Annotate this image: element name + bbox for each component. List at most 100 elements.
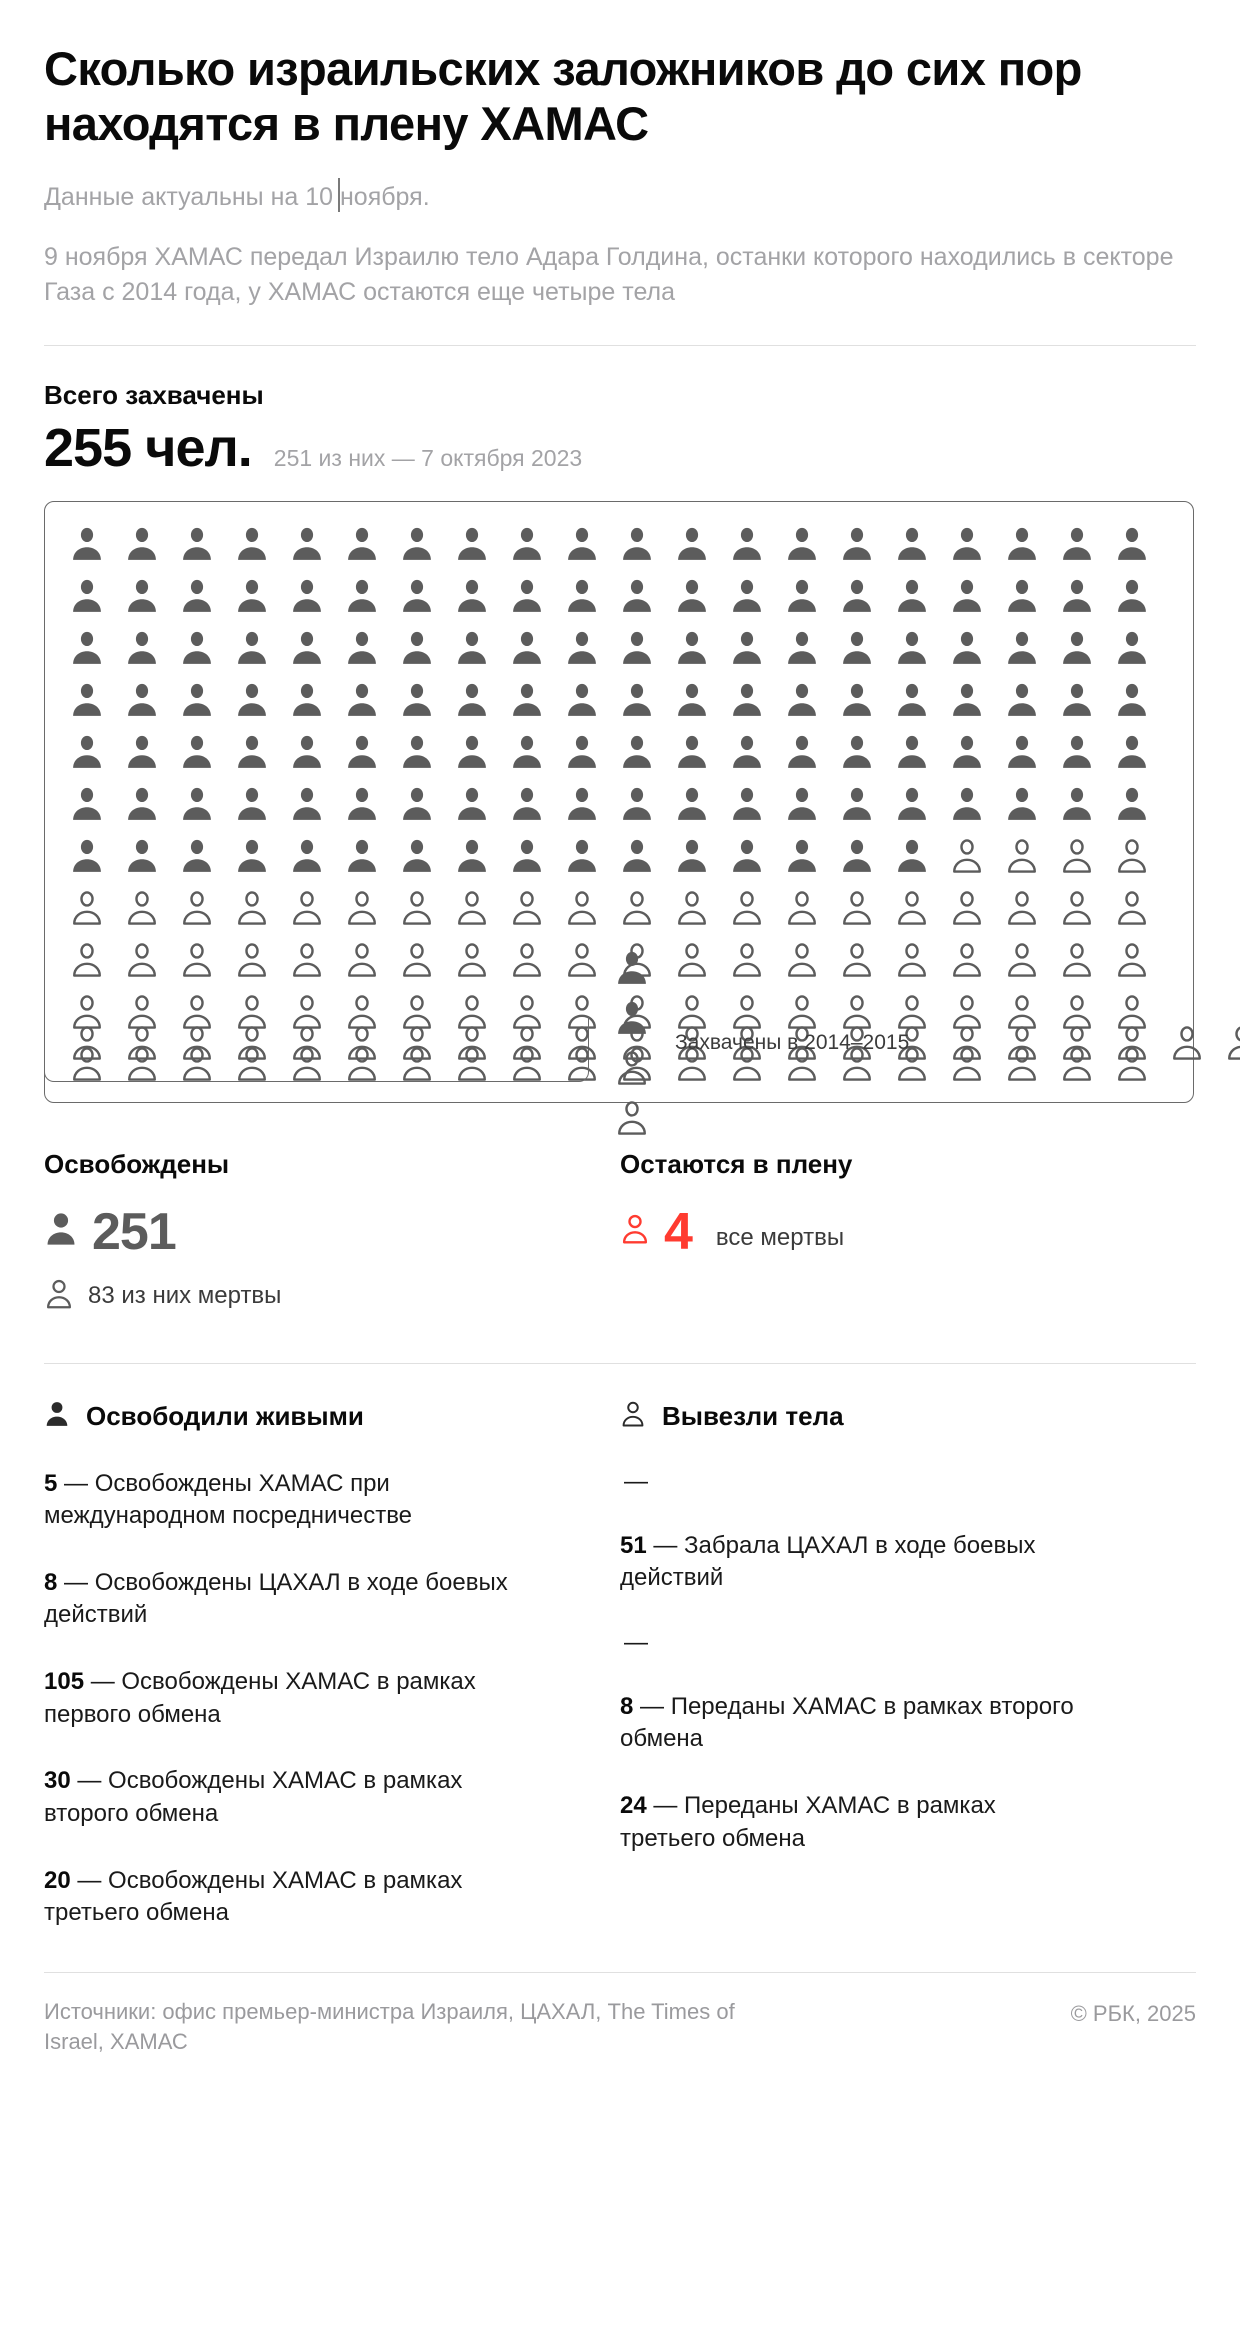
person-filled-icon (44, 1209, 78, 1254)
person-filled-icon (609, 779, 664, 829)
person-outline-icon (620, 1398, 646, 1435)
person-filled-icon (719, 675, 774, 725)
breakdown-item-number: 5 (44, 1469, 58, 1497)
person-filled-icon (169, 779, 224, 829)
person-outline-icon (939, 987, 994, 1037)
breakdown-item: 24 — Переданы ХАМАС в рамках третьего об… (620, 1790, 1090, 1855)
person-filled-icon (1104, 727, 1159, 777)
person-outline-icon (719, 987, 774, 1037)
person-filled-icon (719, 831, 774, 881)
person-outline-icon (939, 935, 994, 985)
person-outline-icon (224, 883, 279, 933)
person-outline-icon (169, 883, 224, 933)
person-filled-icon (609, 727, 664, 777)
person-filled-icon (719, 623, 774, 673)
breakdown-item-number: 30 (44, 1767, 71, 1795)
person-outline-icon (994, 987, 1049, 1037)
person-filled-icon (939, 727, 994, 777)
person-filled-icon (994, 727, 1049, 777)
person-filled-icon (939, 779, 994, 829)
breakdown-left-head: Освободили живыми (44, 1400, 620, 1434)
person-outline-icon (334, 1039, 389, 1089)
pictogram-row (59, 726, 1179, 778)
pictogram: Захвачены в 2014–2015 (44, 500, 1240, 1135)
person-outline-icon (604, 1093, 659, 1143)
person-outline-icon (444, 935, 499, 985)
person-filled-icon (444, 727, 499, 777)
person-filled-icon (279, 571, 334, 621)
person-filled-icon (884, 623, 939, 673)
person-filled-icon (59, 623, 114, 673)
person-filled-icon (609, 519, 664, 569)
person-filled-icon (169, 519, 224, 569)
person-filled-icon (224, 727, 279, 777)
person-outline-icon (114, 935, 169, 985)
breakdown-item: 8 — Освобождены ЦАХАЛ в ходе боевых дейс… (44, 1567, 514, 1632)
callout-tick (338, 178, 340, 212)
totals-row: 255 чел. 251 из них — 7 октября 2023 (44, 417, 1196, 479)
person-outline-icon (604, 1043, 659, 1093)
person-outline-icon (224, 1039, 279, 1089)
person-outline-icon (554, 1018, 609, 1068)
person-outline-icon (829, 935, 884, 985)
breakdown-item-text: — Освобождены ХАМАС в рамках третьего об… (44, 1866, 463, 1927)
person-outline-icon (224, 987, 279, 1037)
person-outline-icon (829, 883, 884, 933)
person-outline-icon (389, 935, 444, 985)
person-filled-icon (774, 779, 829, 829)
person-outline-icon (224, 1018, 279, 1068)
person-filled-icon (389, 779, 444, 829)
person-outline-icon (389, 1018, 444, 1068)
person-filled-icon (884, 779, 939, 829)
person-outline-icon (939, 883, 994, 933)
person-filled-icon (499, 831, 554, 881)
person-filled-icon (1049, 675, 1104, 725)
stat-captive-main: 4 все мертвы (620, 1206, 1196, 1258)
breakdown-right-items: — 51 — Забрала ЦАХАЛ в ходе боевых действ… (620, 1468, 1196, 1856)
person-filled-icon (1104, 519, 1159, 569)
person-outline-icon (719, 935, 774, 985)
person-filled-icon (279, 675, 334, 725)
person-filled-icon (59, 675, 114, 725)
person-outline-icon (774, 987, 829, 1037)
person-filled-icon (994, 571, 1049, 621)
lead-paragraph: 9 ноября ХАМАС передал Израилю тело Адар… (44, 242, 1174, 307)
person-filled-icon (664, 519, 719, 569)
person-filled-icon (224, 675, 279, 725)
person-filled-icon (444, 675, 499, 725)
person-filled-icon (829, 727, 884, 777)
person-filled-icon (884, 831, 939, 881)
person-filled-icon (884, 727, 939, 777)
person-filled-icon (939, 675, 994, 725)
person-outline-icon (554, 1039, 609, 1089)
person-outline-icon (554, 987, 609, 1037)
totals-label: Всего захвачены (44, 379, 264, 410)
person-filled-icon (664, 571, 719, 621)
person-outline-icon (114, 1018, 169, 1068)
pictogram-row (59, 570, 1179, 622)
breakdown-left-head-text: Освободили живыми (86, 1401, 364, 1432)
person-outline-icon (499, 1018, 554, 1068)
person-outline-icon (59, 883, 114, 933)
person-outline-icon (774, 935, 829, 985)
person-outline-icon (664, 935, 719, 985)
person-filled-icon (664, 675, 719, 725)
person-filled-icon (499, 779, 554, 829)
person-outline-icon (444, 1018, 499, 1068)
person-filled-icon (994, 623, 1049, 673)
person-filled-icon (1104, 571, 1159, 621)
breakdown-item-number: 8 (44, 1568, 58, 1596)
person-filled-icon (1049, 779, 1104, 829)
person-filled-icon (609, 571, 664, 621)
person-outline-icon (1214, 1018, 1240, 1068)
person-filled-icon (554, 779, 609, 829)
person-outline-icon (389, 883, 444, 933)
person-outline-icon (1159, 1018, 1214, 1068)
person-outline-icon (169, 987, 224, 1037)
person-filled-icon (719, 727, 774, 777)
person-filled-icon (664, 727, 719, 777)
stats-section: Освобождены 251 83 из них мертв (44, 1149, 1196, 1317)
person-filled-icon (994, 519, 1049, 569)
person-filled-icon (114, 779, 169, 829)
